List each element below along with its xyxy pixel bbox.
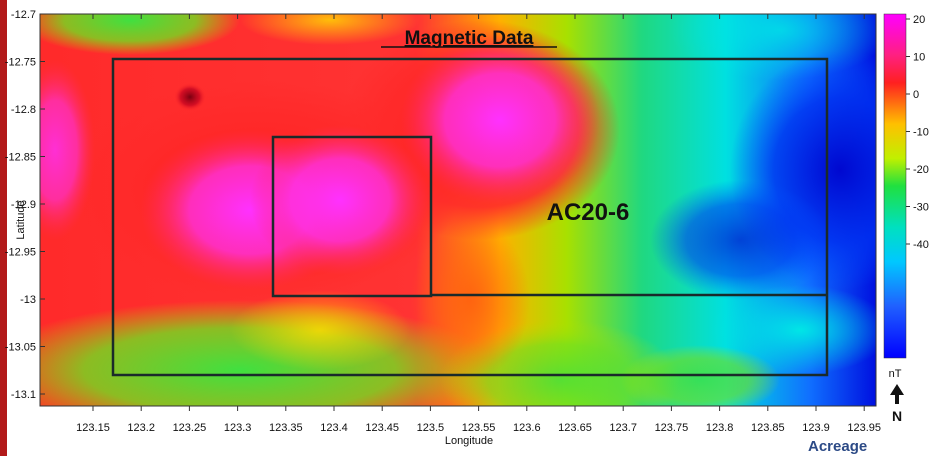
- colorbar-tick-label: 0: [913, 89, 919, 101]
- colorbar-tick-label: -30: [913, 202, 929, 214]
- x-tick-label: 123.15: [76, 422, 110, 434]
- x-tick-label: 123.65: [558, 422, 592, 434]
- y-tick-label: -13: [20, 294, 36, 306]
- y-tick-label: -12.7: [11, 9, 36, 21]
- x-tick-label: 123.4: [320, 422, 348, 434]
- colorbar: [883, 13, 907, 359]
- map-frame: [39, 13, 877, 407]
- x-axis-title: Longitude: [445, 435, 493, 447]
- x-tick-label: 123.75: [655, 422, 689, 434]
- colorbar-unit: nT: [889, 368, 902, 380]
- colorbar-tick-label: 20: [913, 14, 925, 26]
- x-tick-label: 123.8: [706, 422, 734, 434]
- magnetic-raster: [40, 14, 876, 406]
- y-axis-title: Latitude: [15, 200, 27, 239]
- y-axis-ticks: -12.7 -12.75 -12.8 -12.85 -12.9 -12.95 -13 -13.…: [5, 9, 45, 401]
- north-symbol: N: [892, 408, 902, 424]
- y-tick-label: -12.95: [5, 247, 36, 259]
- x-tick-label: 123.85: [751, 422, 785, 434]
- y-tick-label: -12.85: [5, 152, 36, 164]
- north-arrow-icon: N: [890, 384, 904, 424]
- y-tick-label: -12.75: [5, 57, 36, 69]
- brand-label: Acreage: [808, 438, 868, 455]
- x-tick-label: 123.55: [462, 422, 496, 434]
- x-tick-label: 123.2: [127, 422, 155, 434]
- inner-block-outline: [271, 135, 433, 298]
- block-label: AC20-6: [547, 199, 630, 226]
- y-tick-label: -13.1: [11, 389, 36, 401]
- y-tick-label: -13.05: [5, 342, 36, 354]
- x-tick-label: 123.25: [173, 422, 207, 434]
- colorbar-tick-label: -20: [913, 164, 929, 176]
- x-tick-label: 123.9: [802, 422, 830, 434]
- colorbar-tick-label: -10: [913, 127, 929, 139]
- x-tick-label: 123.35: [269, 422, 303, 434]
- colorbar-tick-label: -40: [913, 239, 929, 251]
- x-tick-label: 123.6: [513, 422, 541, 434]
- x-tick-label: 123.95: [847, 422, 881, 434]
- x-axis-ticks: 123.15 123.2 123.25 123.3 123.35 123.4 123.45 1…: [76, 14, 881, 434]
- x-tick-label: 123.3: [224, 422, 252, 434]
- outer-block-outline: [111, 57, 829, 377]
- left-accent-bar: [0, 0, 7, 456]
- map-title: Magnetic Data: [405, 28, 534, 49]
- colorbar-ticks: 20 10 0 -10 -20 -30 -40: [906, 14, 929, 251]
- colorbar-tick-label: 10: [913, 52, 925, 64]
- x-tick-label: 123.5: [417, 422, 445, 434]
- y-tick-label: -12.8: [11, 104, 36, 116]
- x-tick-label: 123.7: [609, 422, 637, 434]
- x-tick-label: 123.45: [365, 422, 399, 434]
- y-tick-label: -12.9: [11, 199, 36, 211]
